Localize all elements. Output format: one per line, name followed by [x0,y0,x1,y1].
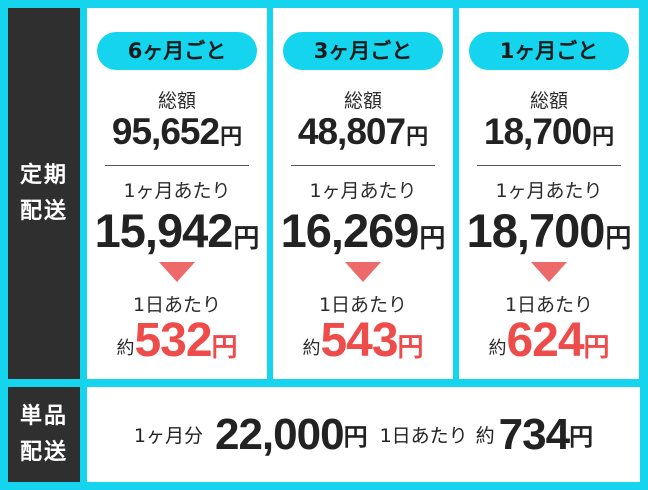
single-header: 単品 配送 [8,387,80,482]
monthly-value: 16,269 [280,204,420,257]
currency-label: 円 [592,125,615,150]
daily-value: 543 [320,314,398,367]
total-price: 48,807円 [273,111,453,159]
total-price: 18,700円 [459,111,639,159]
monthly-price: 16,269円 [273,204,453,266]
subscription-label-line1: 定期 [19,162,68,188]
subscription-label-line2: 配送 [19,198,68,224]
single-daily-label: 1日あたり [379,425,468,447]
currency-label: 円 [419,224,446,254]
daily-label: 1日あたり [318,294,408,316]
approx-label: 約 [488,338,507,359]
total-value: 95,652 [111,111,220,152]
currency-label: 円 [397,333,424,363]
plan-card-3-months: 3ヶ月ごと 総額 48,807円 1ヶ月あたり 16,269円 1日あたり 約5… [273,8,453,379]
currency-label: 円 [343,423,368,451]
total-label: 総額 [343,90,382,112]
currency-label: 円 [233,224,260,254]
monthly-label: 1ヶ月あたり [123,180,231,202]
daily-value: 624 [506,314,584,367]
plan-badge: 6ヶ月ごと [97,32,257,70]
single-daily-price: 734 [498,409,570,459]
monthly-label: 1ヶ月あたり [309,180,417,202]
monthly-value: 15,942 [94,204,234,257]
plan-card-1-month: 1ヶ月ごと 総額 18,700円 1ヶ月あたり 18,700円 1日あたり 約6… [459,8,639,379]
single-month-label: 1ヶ月分 [133,425,203,447]
down-arrow-icon [345,262,381,282]
divider [291,165,435,166]
single-label-line1: 単品 [19,403,68,429]
approx-label: 約 [116,338,135,359]
monthly-label: 1ヶ月あたり [495,180,603,202]
daily-label: 1日あたり [132,294,222,316]
plan-card-6-months: 6ヶ月ごと 総額 95,652円 1ヶ月あたり 15,942円 1日あたり 約5… [87,8,267,379]
single-label-line2: 配送 [19,439,68,465]
total-value: 48,807 [297,111,406,152]
daily-price: 約532円 [87,314,267,368]
daily-price: 約543円 [273,314,453,368]
plan-badge: 3ヶ月ごと [283,32,443,70]
total-label: 総額 [529,90,568,112]
daily-value: 532 [134,314,212,367]
currency-label: 円 [406,125,429,150]
daily-price: 約624円 [459,314,639,368]
total-value: 18,700 [483,111,592,152]
total-price: 95,652円 [87,111,267,159]
plan-badge: 1ヶ月ごと [469,32,629,70]
approx-label: 約 [302,338,321,359]
currency-label: 円 [569,423,594,451]
single-price: 22,000 [214,409,345,459]
approx-label: 約 [475,425,495,447]
divider [105,165,249,166]
daily-label: 1日あたり [504,294,594,316]
currency-label: 円 [220,125,243,150]
currency-label: 円 [583,333,610,363]
down-arrow-icon [531,262,567,282]
monthly-price: 18,700円 [459,204,639,266]
divider [477,165,621,166]
total-label: 総額 [157,90,196,112]
monthly-price: 15,942円 [87,204,267,266]
down-arrow-icon [159,262,195,282]
single-purchase-row: 1ヶ月分 22,000 円 1日あたり 約 734 円 [87,387,640,482]
currency-label: 円 [211,333,238,363]
currency-label: 円 [605,224,632,254]
subscription-header: 定期 配送 [8,8,80,379]
monthly-value: 18,700 [466,204,606,257]
